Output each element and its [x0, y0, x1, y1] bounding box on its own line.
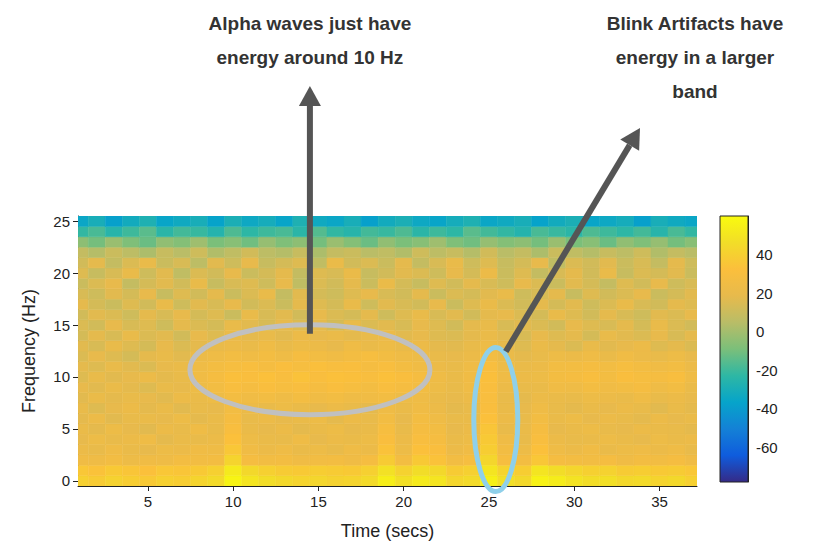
svg-text:15: 15 — [53, 317, 70, 334]
svg-text:Blink Artifacts have: Blink Artifacts have — [607, 13, 784, 34]
svg-text:35: 35 — [651, 493, 668, 510]
svg-text:0: 0 — [62, 472, 70, 489]
svg-text:20: 20 — [395, 493, 412, 510]
svg-text:energy around 10 Hz: energy around 10 Hz — [216, 47, 403, 68]
svg-text:20: 20 — [756, 285, 773, 302]
svg-text:10: 10 — [53, 368, 70, 385]
svg-text:25: 25 — [53, 213, 70, 230]
svg-text:25: 25 — [481, 493, 498, 510]
svg-text:10: 10 — [225, 493, 242, 510]
svg-text:5: 5 — [144, 493, 152, 510]
svg-text:-20: -20 — [756, 362, 778, 379]
svg-text:15: 15 — [310, 493, 327, 510]
svg-text:5: 5 — [62, 420, 70, 437]
svg-text:30: 30 — [566, 493, 583, 510]
svg-text:Time (secs): Time (secs) — [341, 521, 434, 541]
svg-text:band: band — [672, 81, 717, 102]
svg-text:Alpha waves just have: Alpha waves just have — [209, 13, 412, 34]
svg-text:0: 0 — [756, 323, 764, 340]
svg-text:Frequency (Hz): Frequency (Hz) — [19, 289, 39, 413]
svg-text:energy in a larger: energy in a larger — [616, 47, 775, 68]
svg-text:-40: -40 — [756, 400, 778, 417]
svg-text:20: 20 — [53, 265, 70, 282]
svg-text:-60: -60 — [756, 439, 778, 456]
svg-text:40: 40 — [756, 246, 773, 263]
